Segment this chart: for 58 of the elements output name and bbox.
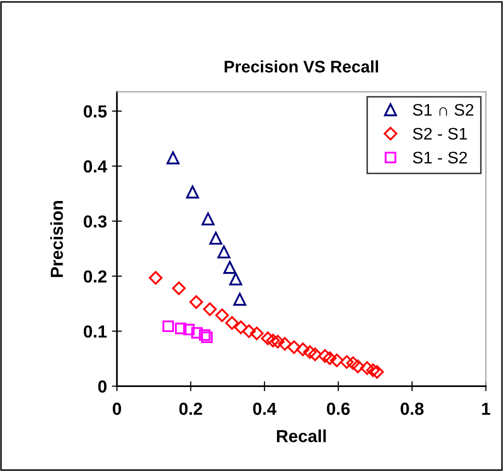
point [287,340,301,354]
point [266,334,280,348]
y-tick-label: 0 [98,380,106,393]
x-tick-label: 0.8 [400,402,424,415]
point [340,355,354,369]
y-tick-label: 0.4 [84,160,108,173]
y-tick-label: 0.1 [84,325,107,338]
point [323,351,337,365]
point [217,246,230,258]
point [308,348,322,362]
point [162,320,174,332]
point [346,356,360,370]
point [209,232,222,245]
point [242,324,256,338]
point [233,292,246,306]
point [270,334,285,348]
point [198,329,210,341]
point [201,331,213,344]
x-axis-title: Recall [276,429,326,442]
point [174,322,187,334]
y-tick-label: 0.2 [84,270,107,283]
x-tick-label: 0 [112,402,122,415]
point [189,295,204,309]
point [261,332,275,346]
point [360,361,374,375]
y-axis-title: Precision [50,201,63,277]
point [318,349,332,363]
point [203,302,217,316]
x-tick-label: 1 [482,402,490,415]
legend-label: S1 ∩ S2 [412,104,474,116]
point [215,308,229,322]
x-tick-label: 0.2 [179,402,202,415]
point [296,342,310,356]
point [366,363,380,378]
point [278,337,292,351]
point [166,151,180,164]
x-tick-label: 0.4 [253,402,276,415]
point [183,324,195,336]
point [229,272,242,286]
point [186,186,200,198]
point [172,281,186,296]
point [223,260,236,274]
point [330,354,344,368]
chart-title: Precision VS Recall [224,60,378,73]
legend-label: S2 - S1 [412,128,467,140]
legend-label: S1 - S2 [412,152,467,164]
point [191,327,203,339]
point [202,212,215,226]
point [370,365,384,379]
point [250,326,264,340]
point [234,320,248,334]
y-tick-label: 0.3 [84,215,107,228]
x-tick-label: 0.6 [326,402,350,415]
point [225,316,239,330]
point [303,345,317,359]
point [148,271,162,285]
y-tick-label: 0.5 [84,105,107,118]
point [351,360,365,374]
